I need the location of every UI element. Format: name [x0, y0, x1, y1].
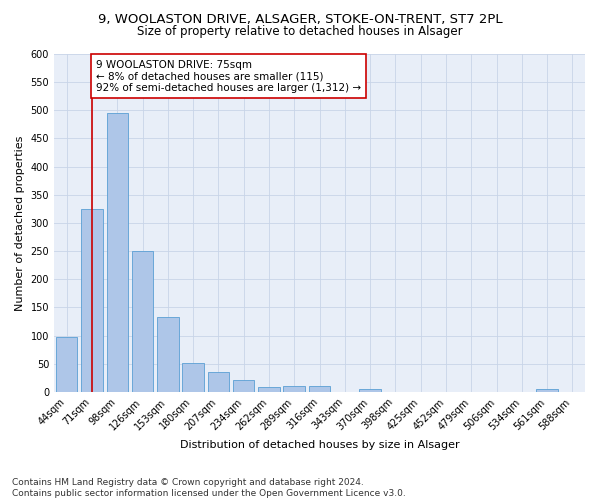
Text: 9 WOOLASTON DRIVE: 75sqm
← 8% of detached houses are smaller (115)
92% of semi-d: 9 WOOLASTON DRIVE: 75sqm ← 8% of detache…: [96, 60, 361, 93]
Bar: [132, 251, 153, 392]
Bar: [359, 388, 381, 392]
Text: Size of property relative to detached houses in Alsager: Size of property relative to detached ho…: [137, 25, 463, 38]
Bar: [536, 389, 558, 392]
Bar: [233, 380, 254, 392]
Bar: [208, 372, 229, 392]
Bar: [182, 363, 204, 392]
Bar: [56, 338, 77, 392]
Bar: [309, 386, 330, 392]
Bar: [157, 317, 179, 392]
Bar: [107, 113, 128, 392]
Y-axis label: Number of detached properties: Number of detached properties: [15, 136, 25, 310]
Bar: [81, 209, 103, 392]
Bar: [283, 386, 305, 392]
X-axis label: Distribution of detached houses by size in Alsager: Distribution of detached houses by size …: [180, 440, 460, 450]
Bar: [258, 388, 280, 392]
Text: 9, WOOLASTON DRIVE, ALSAGER, STOKE-ON-TRENT, ST7 2PL: 9, WOOLASTON DRIVE, ALSAGER, STOKE-ON-TR…: [98, 12, 502, 26]
Text: Contains HM Land Registry data © Crown copyright and database right 2024.
Contai: Contains HM Land Registry data © Crown c…: [12, 478, 406, 498]
